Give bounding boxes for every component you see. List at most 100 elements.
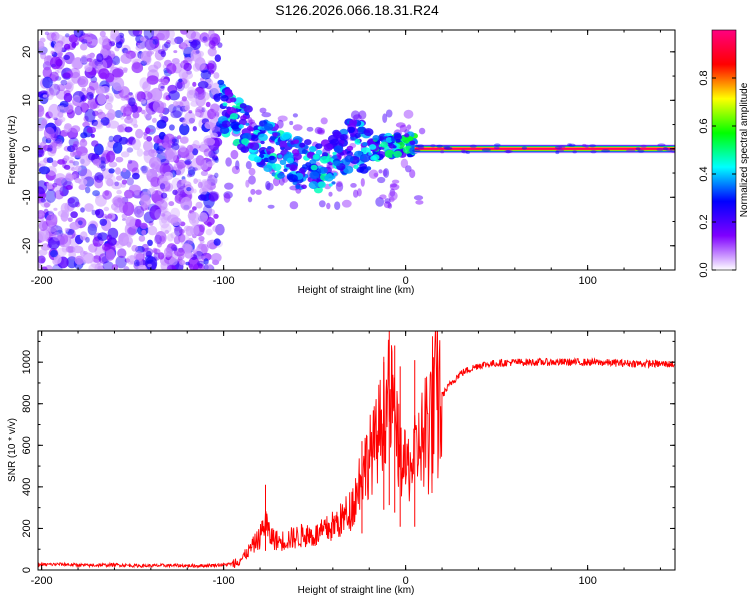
noise-speckle xyxy=(111,181,123,190)
noise-speckle xyxy=(172,100,179,107)
noise-speckle xyxy=(145,127,151,134)
noise-speckle xyxy=(38,210,46,219)
noise-speckle xyxy=(155,231,167,245)
signal-blob xyxy=(310,164,318,171)
noise-speckle xyxy=(138,264,147,270)
steady-tone-fringe xyxy=(469,144,477,148)
noise-speckle xyxy=(115,156,124,163)
y-tick-label: 20 xyxy=(21,46,33,58)
noise-speckle xyxy=(106,150,116,163)
noise-speckle xyxy=(63,43,71,50)
noise-speckle xyxy=(172,104,183,118)
noise-speckle xyxy=(379,194,387,200)
noise-speckle xyxy=(413,195,424,201)
noise-speckle xyxy=(92,190,100,197)
signal-blob xyxy=(331,154,338,160)
steady-tone-fringe xyxy=(440,150,445,154)
noise-speckle xyxy=(149,128,155,133)
noise-speckle xyxy=(192,206,197,211)
noise-speckle xyxy=(46,157,54,164)
noise-speckle xyxy=(198,224,205,233)
signal-blob xyxy=(292,149,300,155)
noise-speckle xyxy=(149,156,161,170)
noise-speckle xyxy=(173,50,178,54)
noise-speckle xyxy=(97,111,106,120)
noise-speckle xyxy=(147,188,156,195)
noise-speckle xyxy=(79,231,88,241)
noise-speckle xyxy=(38,229,50,242)
signal-blob xyxy=(266,151,271,155)
signal-blob xyxy=(238,124,244,129)
noise-speckle xyxy=(88,263,101,270)
noise-speckle xyxy=(199,32,210,43)
noise-speckle xyxy=(248,119,255,124)
noise-speckle xyxy=(84,108,96,123)
noise-speckle xyxy=(248,167,256,176)
noise-speckle xyxy=(184,111,196,125)
signal-blob xyxy=(219,126,230,134)
steady-tone-fringe xyxy=(656,148,664,152)
noise-speckle xyxy=(245,179,250,188)
noise-speckle xyxy=(42,94,48,98)
noise-speckle xyxy=(171,138,178,143)
noise-speckle xyxy=(140,60,147,66)
noise-speckle xyxy=(208,30,215,38)
noise-speckle xyxy=(91,119,99,127)
noise-speckle xyxy=(63,54,70,61)
noise-speckle xyxy=(108,168,115,174)
noise-speckle xyxy=(99,30,106,38)
noise-speckle xyxy=(42,76,53,89)
noise-speckle xyxy=(86,57,93,63)
noise-speckle xyxy=(150,30,158,37)
noise-speckle xyxy=(120,114,125,120)
signal-blob xyxy=(407,153,412,158)
noise-speckle xyxy=(97,63,103,70)
noise-speckle xyxy=(71,143,78,151)
noise-speckle xyxy=(45,213,58,228)
noise-speckle xyxy=(53,34,65,47)
noise-speckle xyxy=(94,176,99,181)
noise-speckle xyxy=(80,31,86,36)
signal-blob xyxy=(263,153,270,159)
noise-speckle xyxy=(81,96,86,101)
noise-speckle xyxy=(154,234,162,245)
noise-speckle xyxy=(87,53,95,60)
noise-speckle xyxy=(168,90,180,101)
noise-speckle xyxy=(205,228,213,236)
noise-speckle xyxy=(210,253,222,263)
noise-speckle xyxy=(87,223,98,236)
noise-speckle xyxy=(153,248,161,255)
signal-blob xyxy=(304,139,312,146)
noise-speckle xyxy=(128,97,136,107)
signal-blob xyxy=(369,144,377,150)
y-tick-label: 400 xyxy=(21,478,33,496)
noise-speckle xyxy=(133,251,144,262)
noise-speckle xyxy=(195,201,203,209)
noise-speckle xyxy=(173,235,181,245)
noise-speckle xyxy=(168,257,178,266)
noise-speckle xyxy=(123,49,132,57)
noise-speckle xyxy=(182,45,194,55)
noise-speckle xyxy=(126,177,134,186)
noise-speckle xyxy=(418,127,426,135)
noise-speckle xyxy=(91,140,99,147)
noise-speckle xyxy=(134,218,142,228)
noise-speckle xyxy=(181,78,190,89)
noise-speckle xyxy=(44,116,49,122)
noise-speckle xyxy=(68,250,76,260)
noise-speckle xyxy=(247,196,253,203)
noise-speckle xyxy=(55,177,68,187)
noise-speckle xyxy=(306,126,314,132)
noise-speckle xyxy=(77,76,89,88)
steady-tone-fringe xyxy=(412,149,421,153)
noise-speckle xyxy=(124,126,133,133)
noise-speckle xyxy=(83,251,88,255)
noise-speckle xyxy=(203,258,209,265)
noise-speckle xyxy=(70,211,78,219)
noise-speckle xyxy=(136,208,142,215)
noise-speckle xyxy=(184,105,190,111)
signal-blob xyxy=(244,111,250,116)
signal-blob xyxy=(238,118,247,126)
noise-speckle xyxy=(72,151,77,156)
